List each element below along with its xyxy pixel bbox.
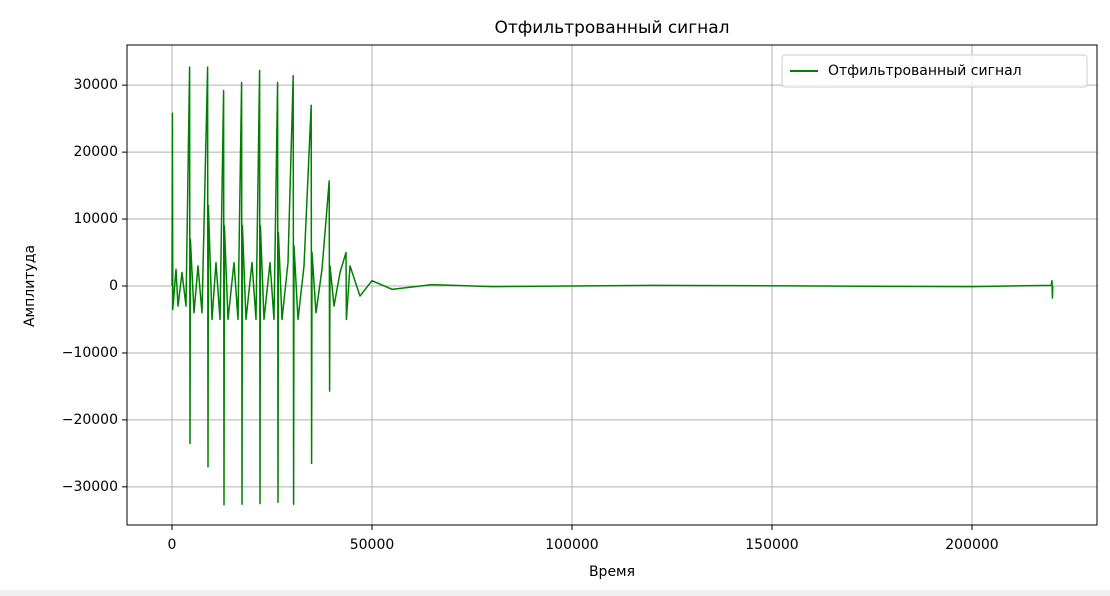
y-tick-label: 0 (109, 278, 118, 294)
x-tick-label: 200000 (945, 537, 998, 553)
y-tick-label: 20000 (73, 144, 118, 160)
signal-line (171, 66, 1054, 506)
bottom-strip (0, 590, 1110, 596)
legend-label: Отфильтрованный сигнал (828, 63, 1022, 79)
x-tick-label: 50000 (350, 537, 395, 553)
x-tick-label: 100000 (545, 537, 598, 553)
y-tick-label: 10000 (73, 211, 118, 227)
y-tick-label: 30000 (73, 77, 118, 93)
x-axis-label: Время (589, 564, 635, 580)
plot-frame (126, 44, 1098, 526)
x-tick-label: 150000 (745, 537, 798, 553)
x-tick-label: 0 (168, 537, 177, 553)
y-axis-label: Амплитуда (22, 245, 38, 327)
y-tick-label: −20000 (62, 412, 118, 428)
legend-box (781, 54, 1088, 88)
chart-title: Отфильтрованный сигнал (494, 18, 729, 38)
y-tick-label: −30000 (62, 479, 118, 495)
y-tick-label: −10000 (62, 345, 118, 361)
